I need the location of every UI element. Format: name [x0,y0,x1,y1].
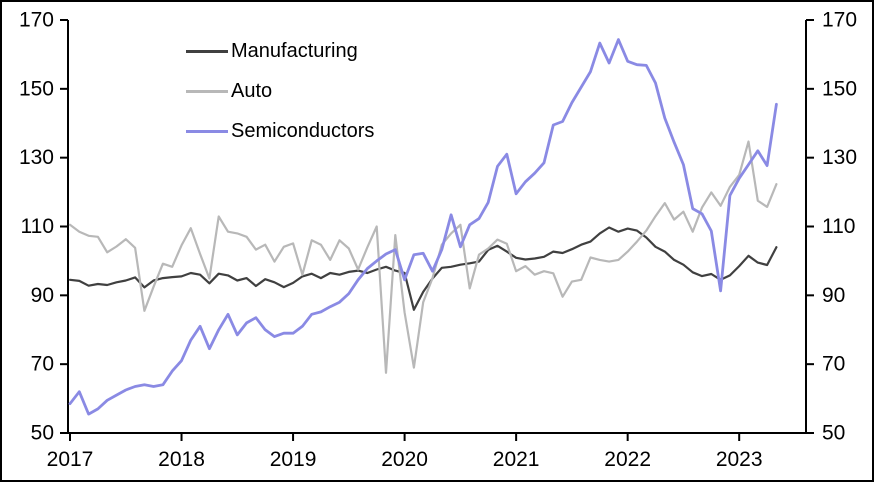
legend-label-manufacturing: Manufacturing [231,40,358,62]
y-axis-tick-label-left: 110 [21,215,54,238]
legend-item-auto: Auto [186,78,374,104]
y-axis-tick-label-left: 170 [19,9,54,32]
legend-label-semiconductors: Semiconductors [231,120,375,142]
x-axis-tick-label: 2019 [270,448,317,471]
y-axis-tick-label-right: 50 [822,422,845,445]
y-axis-tick-label-right: 110 [822,215,855,238]
y-axis-tick-label-right: 70 [822,353,845,376]
series-line-manufacturing [68,226,778,311]
y-axis-tick-label-right: 170 [822,9,857,32]
y-axis-tick-label-right: 130 [822,146,857,169]
legend-label-auto: Auto [231,80,273,102]
legend-item-semiconductors: Semiconductors [186,118,374,144]
x-axis-tick-label: 2017 [47,448,94,471]
auto-line-swatch [186,89,228,93]
y-axis-tick-label-left: 130 [19,146,54,169]
semiconductors-line-swatch [186,129,228,133]
x-axis-tick-label: 2020 [381,448,428,471]
y-axis-tick-label-right: 150 [822,77,857,100]
x-axis-tick-label: 2023 [716,448,763,471]
y-axis-tick-label-left: 50 [31,422,54,445]
y-axis-tick-label-left: 70 [31,353,54,376]
chart-legend: Manufacturing Auto Semiconductors [186,38,374,144]
manufacturing-line-swatch [186,49,228,53]
y-axis-tick-label-left: 90 [31,284,54,307]
series-line-auto [68,140,778,374]
x-axis-tick-label: 2022 [604,448,651,471]
legend-item-manufacturing: Manufacturing [186,38,374,64]
x-axis-tick-label: 2021 [493,448,540,471]
y-axis-tick-label-right: 90 [822,284,845,307]
series-line-semiconductors [68,38,778,416]
x-axis-tick-label: 2018 [158,448,205,471]
y-axis-tick-label-left: 150 [19,77,54,100]
